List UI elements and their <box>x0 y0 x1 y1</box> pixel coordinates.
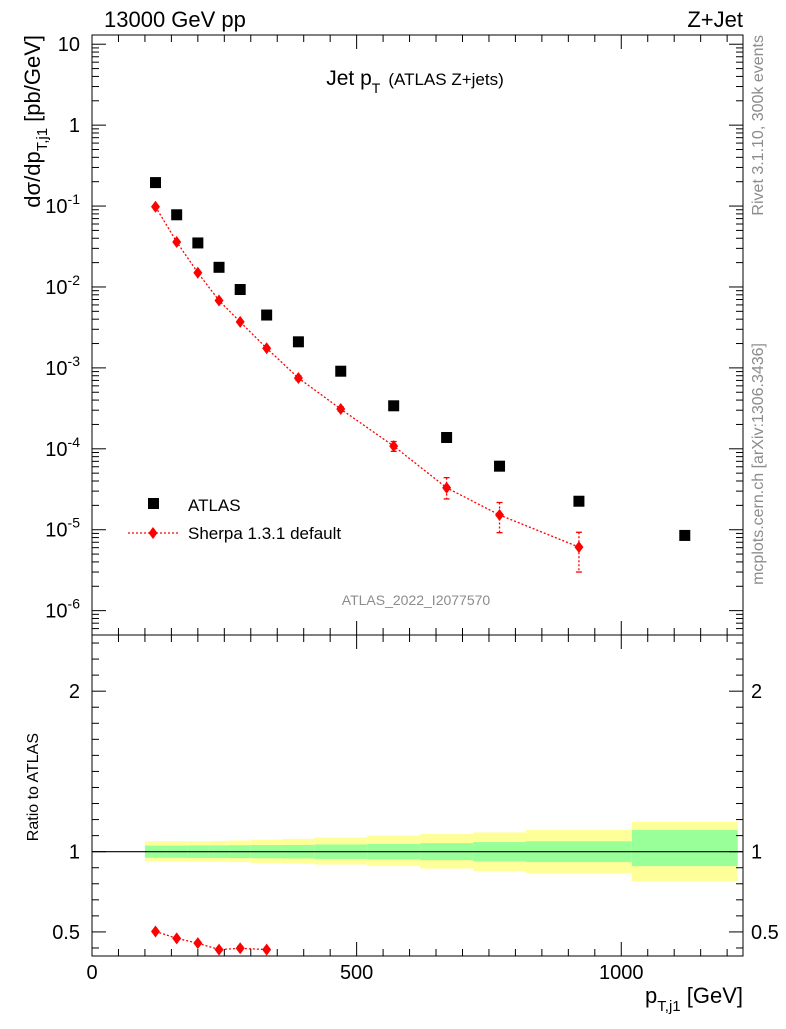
ratio-ylabel: Ratio to ATLAS <box>25 733 42 841</box>
analysis-watermark: ATLAS_2022_I2077570 <box>342 592 491 608</box>
ratio-sherpa-point <box>235 942 245 955</box>
sherpa-data-point <box>336 403 346 416</box>
ratio-y-tick-label-left: 0.5 <box>52 922 80 944</box>
atlas-data-point <box>441 431 453 443</box>
main-y-tick-label: 10-6 <box>45 596 80 623</box>
sherpa-data-point <box>235 315 245 328</box>
atlas-data-point <box>494 460 506 472</box>
atlas-data-point <box>213 261 225 273</box>
ratio-y-tick-label-left: 2 <box>69 681 80 703</box>
ratio-y-tick-label-right: 0.5 <box>751 922 779 944</box>
atlas-data-point <box>234 284 246 296</box>
legend-sherpa-marker <box>148 527 158 539</box>
ratio-sherpa-point <box>151 925 161 938</box>
sherpa-data-point <box>193 266 203 279</box>
ratio-y-tick-label-right: 2 <box>751 681 762 703</box>
sherpa-data-point <box>574 541 584 554</box>
atlas-data-point <box>335 365 347 377</box>
rivet-label: Rivet 3.1.10, 300k events <box>750 35 767 216</box>
legend-sherpa-label: Sherpa 1.3.1 default <box>188 524 341 543</box>
x-tick-label: 0 <box>86 962 97 984</box>
main-y-tick-label: 10-5 <box>45 515 80 542</box>
sherpa-data-point <box>442 481 452 494</box>
atlas-data-point <box>292 336 304 348</box>
main-y-tick-label: 10-3 <box>45 353 80 380</box>
main-title-text: Jet p <box>326 67 372 90</box>
ratio-axes: 0.5 0.5 1 1 2 2 0 500 1000 <box>52 634 779 984</box>
ratio-sherpa-line <box>155 930 267 951</box>
main-title-suffix: (ATLAS Z+jets) <box>388 70 503 89</box>
atlas-data-point <box>573 495 585 507</box>
ratio-sherpa-point <box>172 932 182 945</box>
ratio-y-tick-label-left: 1 <box>69 842 80 864</box>
legend: ATLAS Sherpa 1.3.1 default <box>128 496 341 543</box>
ratio-sherpa-point <box>262 943 272 956</box>
main-frame <box>91 34 744 636</box>
main-y-tick-label: 10-2 <box>45 272 80 299</box>
ratio-frame <box>91 634 744 957</box>
atlas-data-point <box>150 177 162 189</box>
sherpa-data-point <box>172 235 182 248</box>
main-panel: Jet pT (ATLAS Z+jets) ATLAS_2022_I2077570… <box>20 34 744 636</box>
atlas-data-point <box>388 400 400 412</box>
atlas-data-point <box>679 529 691 541</box>
main-ylabel-suffix: [pb/GeV] <box>20 35 45 128</box>
ratio-sherpa-point <box>193 937 203 950</box>
x-axis-label-text: p <box>645 983 657 1008</box>
main-y-tick-label: 1 <box>69 115 80 137</box>
ratio-panel: 0.5 0.5 1 1 2 2 0 500 1000 Ratio to ATLAS pT,j1 … <box>25 634 779 1015</box>
ratio-plot-area <box>92 821 743 956</box>
x-axis-label-suffix: [GeV] <box>681 983 743 1008</box>
main-title: Jet pT (ATLAS Z+jets) <box>326 67 504 96</box>
sherpa-data-point <box>262 342 272 355</box>
uncertainty-band-inner <box>631 830 738 867</box>
sherpa-data-point <box>389 440 399 453</box>
ratio-sherpa-point <box>214 943 224 956</box>
main-y-tick-label: 10-4 <box>45 434 80 461</box>
main-ylabel: dσ/dpT,j1 [pb/GeV] <box>20 35 51 208</box>
main-title-sub: T <box>372 80 381 96</box>
header-left: 13000 GeV pp <box>104 7 246 32</box>
x-tick-label: 500 <box>340 962 373 984</box>
x-tick-label: 1000 <box>599 962 644 984</box>
sherpa-data-point <box>495 509 505 522</box>
atlas-data-point <box>192 237 204 249</box>
main-y-tick-label: 10-1 <box>45 191 80 218</box>
legend-atlas-label: ATLAS <box>188 496 241 515</box>
main-y-tick-label: 10 <box>58 34 80 56</box>
legend-atlas-marker <box>148 498 159 509</box>
atlas-data-point <box>171 209 183 221</box>
main-plot-area <box>150 177 691 573</box>
sherpa-data-point <box>293 371 303 384</box>
main-ylabel-text: dσ/dp <box>20 151 45 207</box>
x-axis-label-sub: T,j1 <box>657 998 680 1015</box>
mcplots-label: mcplots.cern.ch [arXiv:1306.3436] <box>750 343 767 585</box>
header-right: Z+Jet <box>687 7 743 32</box>
sherpa-data-point <box>151 200 161 213</box>
sherpa-line <box>154 206 580 548</box>
main-axes: 10-6 10-5 10-4 10-3 10-2 10-1 1 10 <box>45 34 744 636</box>
sherpa-data-point <box>214 294 224 307</box>
main-ylabel-sub: T,j1 <box>34 128 51 151</box>
ratio-y-tick-label-right: 1 <box>751 842 762 864</box>
atlas-data-point <box>261 309 273 321</box>
x-axis-label: pT,j1 [GeV] <box>645 983 743 1015</box>
